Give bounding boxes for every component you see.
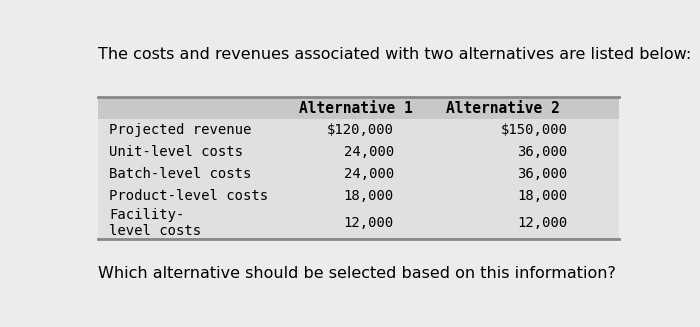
Text: Product-level costs: Product-level costs bbox=[109, 189, 268, 203]
Text: 24,000: 24,000 bbox=[344, 167, 394, 181]
Text: 24,000: 24,000 bbox=[344, 145, 394, 159]
Text: 18,000: 18,000 bbox=[517, 189, 568, 203]
Text: 36,000: 36,000 bbox=[517, 167, 568, 181]
Text: $120,000: $120,000 bbox=[327, 123, 394, 137]
Text: Facility-
level costs: Facility- level costs bbox=[109, 208, 202, 238]
Text: Alternative 1: Alternative 1 bbox=[299, 101, 413, 116]
Bar bbox=[98, 97, 619, 119]
Text: Projected revenue: Projected revenue bbox=[109, 123, 251, 137]
Text: 18,000: 18,000 bbox=[344, 189, 394, 203]
Text: $150,000: $150,000 bbox=[500, 123, 568, 137]
Text: Unit-level costs: Unit-level costs bbox=[109, 145, 243, 159]
Text: Alternative 2: Alternative 2 bbox=[446, 101, 559, 116]
Text: 12,000: 12,000 bbox=[344, 216, 394, 230]
Text: Batch-level costs: Batch-level costs bbox=[109, 167, 251, 181]
Text: The costs and revenues associated with two alternatives are listed below:: The costs and revenues associated with t… bbox=[98, 47, 692, 62]
Text: 12,000: 12,000 bbox=[517, 216, 568, 230]
Text: Which alternative should be selected based on this information?: Which alternative should be selected bas… bbox=[98, 266, 616, 281]
Text: 36,000: 36,000 bbox=[517, 145, 568, 159]
